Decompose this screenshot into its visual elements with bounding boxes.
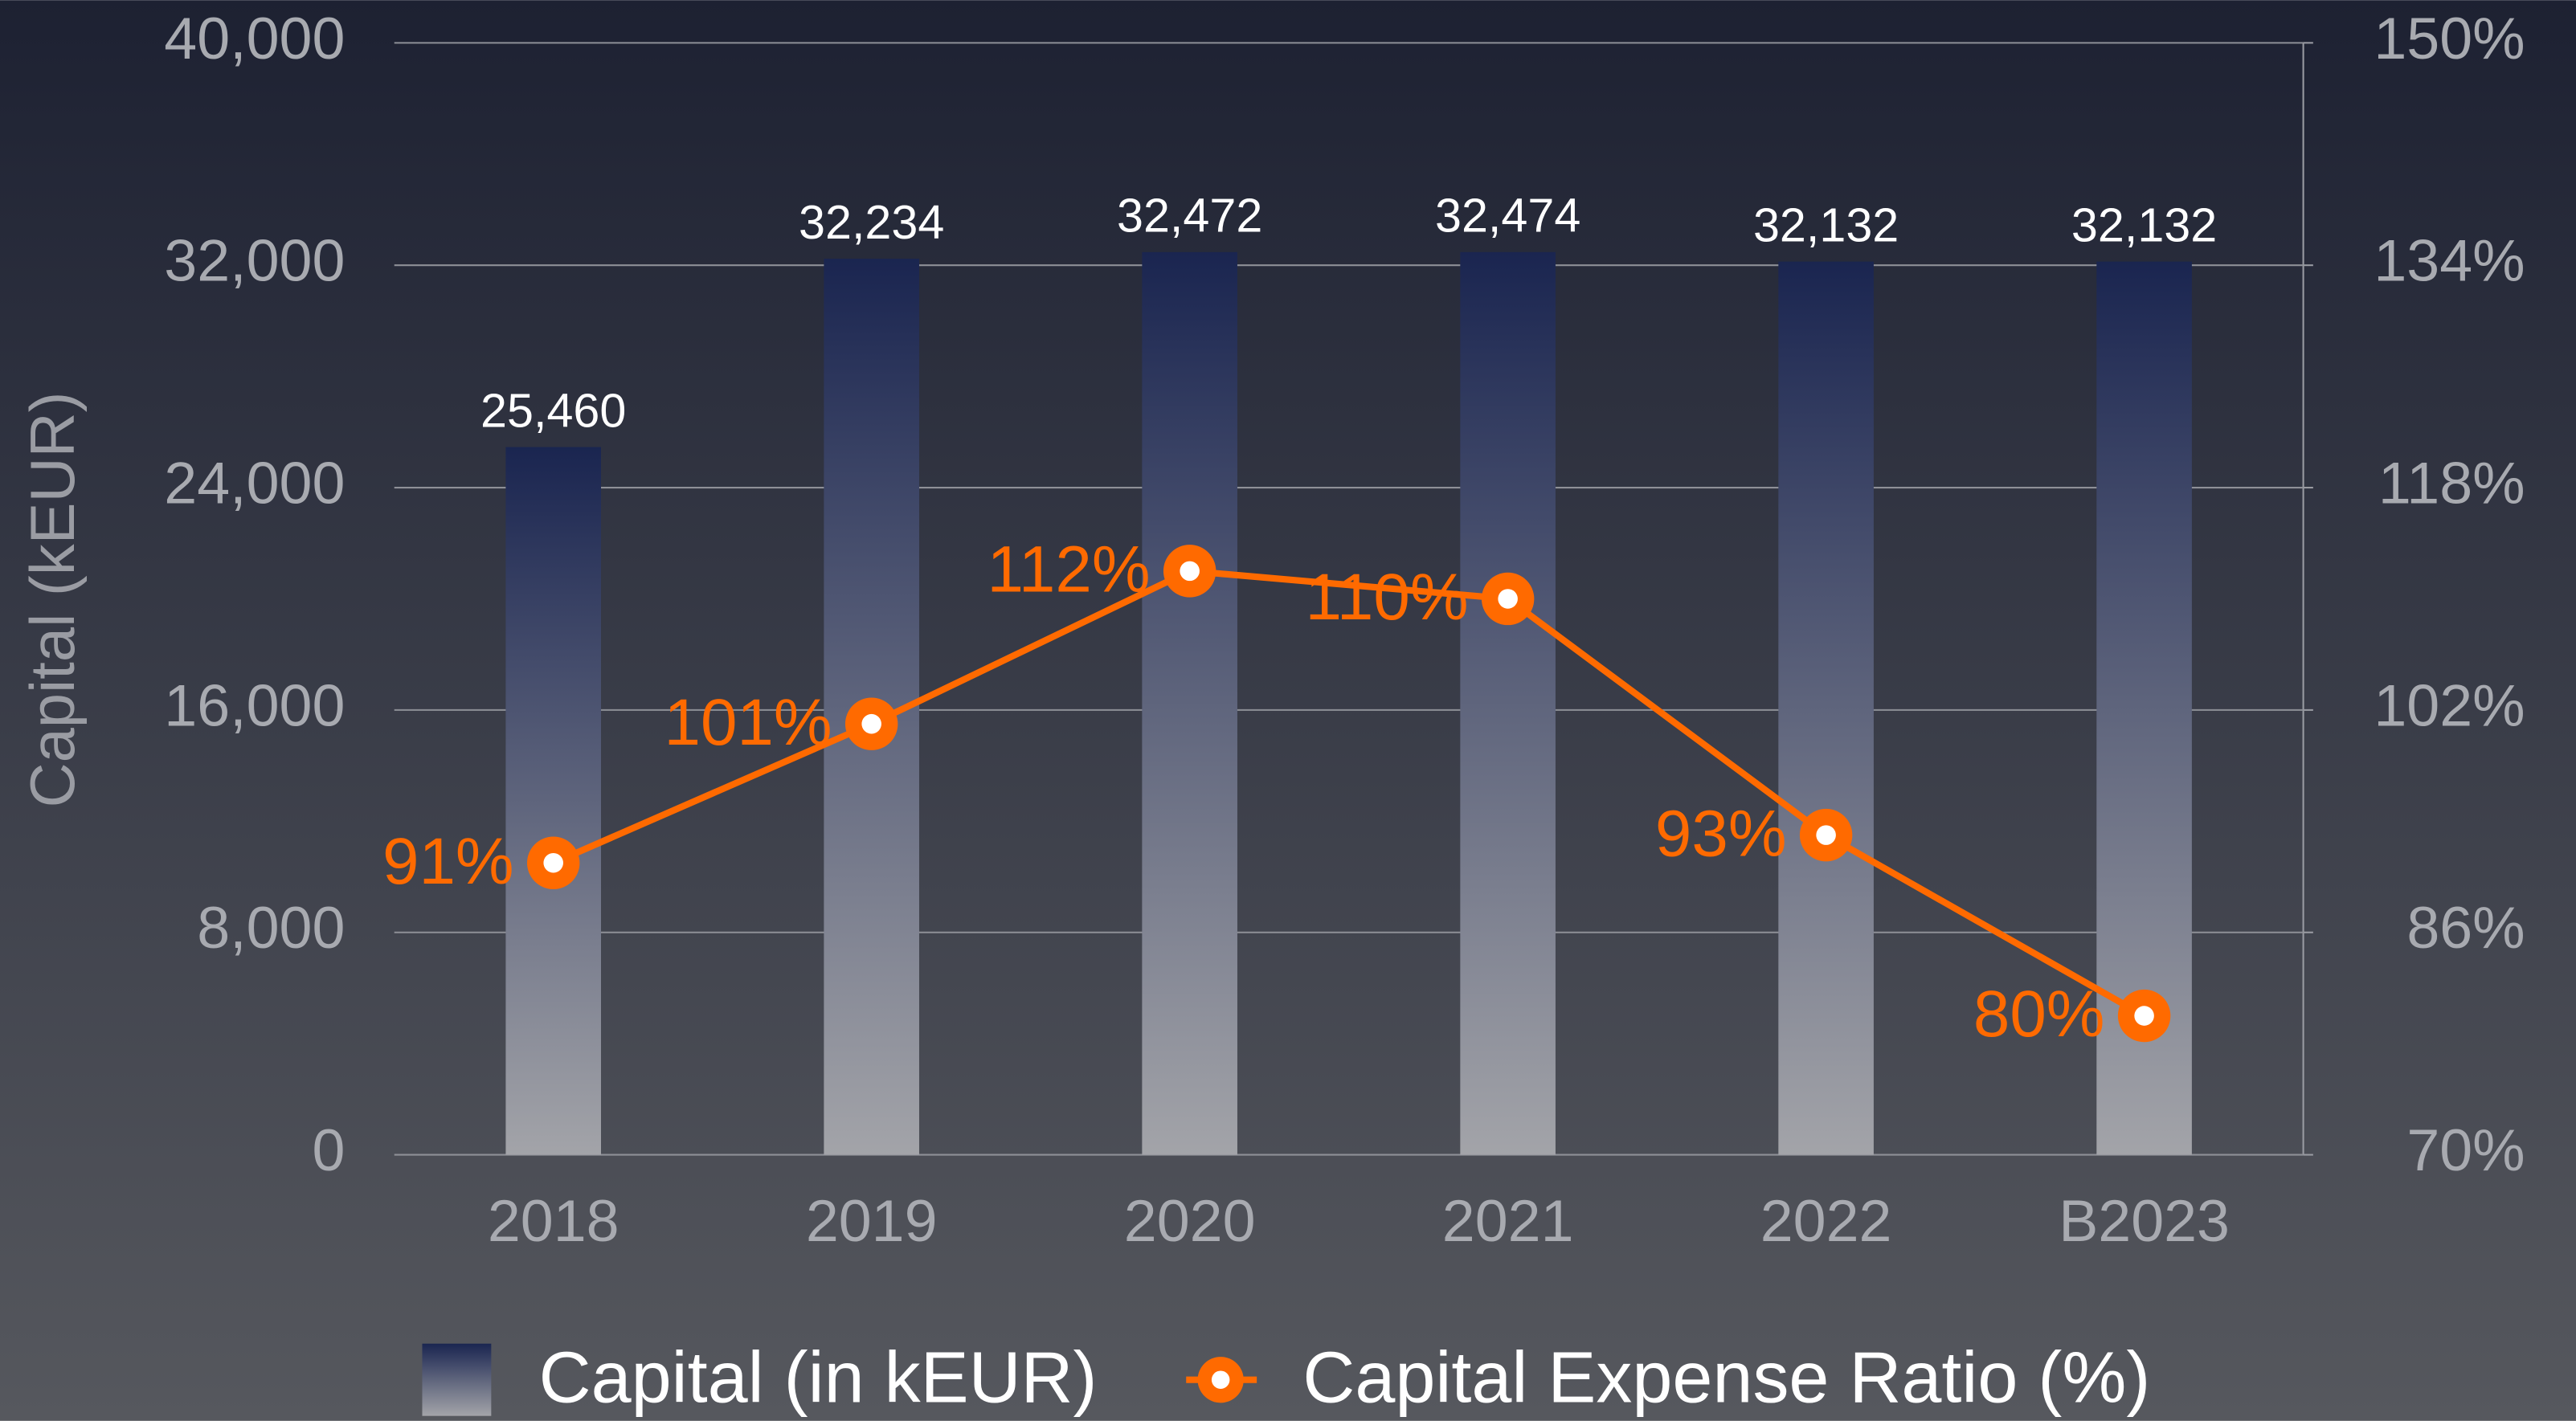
bar: [1460, 251, 1556, 1155]
x-tick-label: 2021: [1442, 1187, 1574, 1254]
y2-tick-label: 102%: [2374, 672, 2525, 738]
x-tick-label: 2022: [1760, 1187, 1892, 1254]
legend-label: Capital (in kEUR): [539, 1338, 1098, 1419]
line-value-label: 101%: [664, 686, 832, 759]
line-value-label: 112%: [987, 533, 1151, 606]
y-tick-label: 8,000: [197, 894, 345, 961]
y-tick-label: 24,000: [164, 449, 345, 516]
x-tick-label: 2019: [806, 1187, 938, 1254]
bar-value-label: 32,132: [2071, 198, 2217, 251]
bar: [1778, 261, 1874, 1155]
y2-tick-label: 86%: [2406, 894, 2525, 961]
line-value-label: 80%: [1973, 978, 2105, 1051]
line: [552, 567, 2146, 1019]
x-tick-label: 2020: [1124, 1187, 1256, 1254]
bar-value-label: 25,460: [480, 383, 626, 437]
y2-tick-label: 70%: [2406, 1117, 2525, 1183]
line-value-label: 110%: [1306, 561, 1469, 634]
bar-value-label: 32,472: [1117, 189, 1262, 243]
y-tick-label: 0: [312, 1117, 345, 1183]
y-tick-label: 40,000: [164, 5, 345, 71]
bar: [505, 447, 601, 1155]
legend-label: Capital Expense Ratio (%): [1302, 1338, 2150, 1419]
line-marker-center: [1180, 561, 1200, 582]
y-axis-title: Capital (kEUR): [18, 391, 88, 807]
legend: Capital (in kEUR) Capital Expense Ratio …: [422, 1338, 2150, 1419]
legend-swatch: [422, 1343, 492, 1416]
y2-tick-label: 134%: [2374, 227, 2525, 294]
line-marker-center: [543, 852, 563, 873]
line-value-label: 93%: [1655, 797, 1787, 870]
line-value-label: 91%: [382, 825, 514, 898]
bar-value-label: 32,234: [799, 195, 944, 249]
bar-value-label: 32,474: [1435, 189, 1580, 243]
line-marker-center: [2134, 1006, 2154, 1026]
legend-marker-center: [1211, 1370, 1230, 1389]
bar-value-label: 32,132: [1753, 198, 1899, 251]
x-tick-label: B2023: [2059, 1187, 2230, 1254]
line-marker-center: [861, 713, 881, 734]
bar: [1142, 251, 1237, 1155]
y-tick-label: 16,000: [164, 672, 345, 738]
y2-tick-label: 118%: [2378, 449, 2525, 516]
x-tick-label: 2018: [488, 1187, 619, 1254]
line-marker-center: [1498, 589, 1518, 609]
y-tick-label: 32,000: [164, 227, 345, 294]
line-marker-center: [1816, 825, 1836, 845]
y2-tick-label: 150%: [2374, 5, 2525, 71]
